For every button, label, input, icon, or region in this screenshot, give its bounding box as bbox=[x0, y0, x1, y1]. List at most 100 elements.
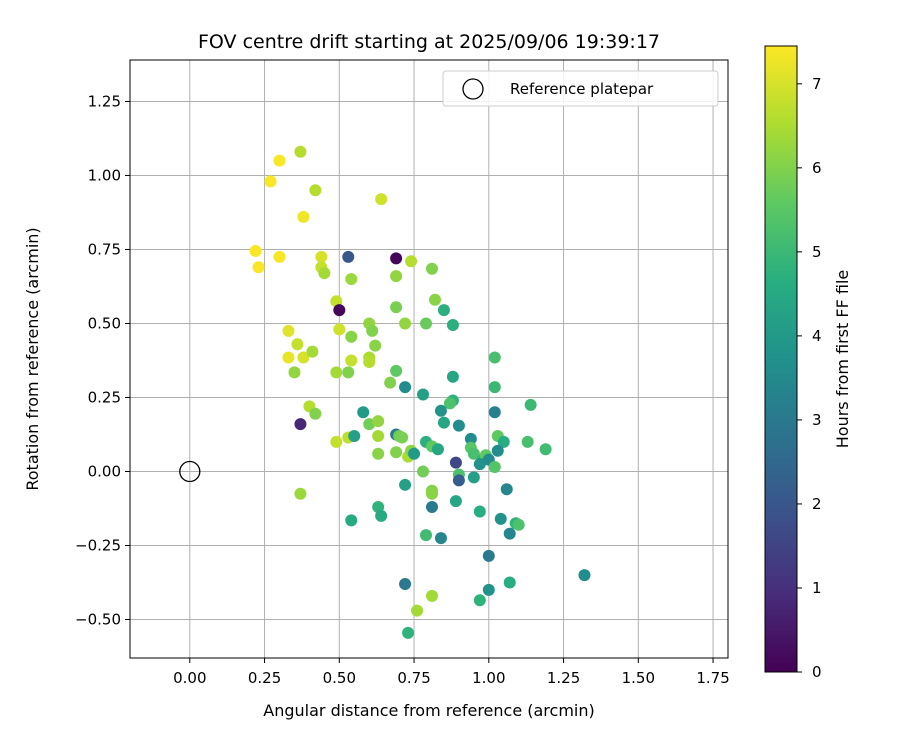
y-tick-label: 0.50 bbox=[88, 314, 121, 332]
colorbar-tick-label: 0 bbox=[812, 663, 822, 681]
data-point bbox=[503, 576, 516, 589]
data-point bbox=[488, 381, 501, 394]
x-tick-label: 1.25 bbox=[547, 669, 580, 687]
y-tick-label: 0.25 bbox=[88, 388, 121, 406]
data-point bbox=[417, 465, 430, 478]
legend-box bbox=[442, 70, 719, 107]
data-point bbox=[420, 529, 433, 542]
data-point bbox=[473, 505, 486, 518]
data-point bbox=[369, 339, 382, 352]
plot-background bbox=[130, 60, 728, 658]
colorbar-tick-label: 4 bbox=[812, 327, 822, 345]
data-point bbox=[425, 262, 438, 275]
data-point bbox=[524, 398, 537, 411]
data-point bbox=[482, 583, 495, 596]
data-point bbox=[345, 330, 358, 343]
data-point bbox=[473, 594, 486, 607]
data-point bbox=[521, 435, 534, 448]
data-point bbox=[294, 145, 307, 158]
data-point bbox=[399, 381, 412, 394]
data-point bbox=[443, 397, 456, 410]
legend: Reference platepar bbox=[442, 70, 719, 107]
colorbar-tick-label: 2 bbox=[812, 495, 822, 513]
plot-area: 0.00 0.25 0.50 0.75 1.00 1.25 1.50 1.75 −0.50−0… bbox=[75, 59, 730, 687]
data-point bbox=[449, 456, 462, 469]
legend-marker bbox=[462, 78, 484, 100]
x-tick-label: 0.75 bbox=[397, 669, 430, 687]
x-tick-label: 0.25 bbox=[248, 669, 281, 687]
data-point bbox=[390, 301, 403, 314]
data-point bbox=[488, 351, 501, 364]
colorbar-ticks: 0 1 2 3 4 5 6 7 bbox=[797, 75, 822, 681]
y-tick-label: −0.50 bbox=[75, 611, 121, 629]
y-tick-label: 0.75 bbox=[88, 240, 121, 258]
data-point bbox=[464, 432, 477, 445]
data-point bbox=[390, 364, 403, 377]
x-tick-label: 0.50 bbox=[323, 669, 356, 687]
data-point bbox=[345, 354, 358, 367]
data-point bbox=[425, 589, 438, 602]
data-point bbox=[390, 252, 403, 265]
data-point bbox=[446, 318, 459, 331]
colorbar-tick-label: 1 bbox=[812, 579, 822, 597]
data-point bbox=[425, 487, 438, 500]
data-point bbox=[330, 435, 343, 448]
data-point bbox=[252, 261, 265, 274]
data-point bbox=[482, 549, 495, 562]
colorbar: 0 1 2 3 4 5 6 7 Hours from first FF file bbox=[764, 45, 852, 681]
data-point bbox=[297, 351, 310, 364]
data-point bbox=[449, 495, 462, 508]
data-point bbox=[294, 418, 307, 431]
data-point bbox=[408, 447, 421, 460]
data-point bbox=[384, 376, 397, 389]
data-point bbox=[318, 267, 331, 280]
data-point bbox=[405, 255, 418, 268]
x-axis-ticks: 0.00 0.25 0.50 0.75 1.00 1.25 1.50 1.75 bbox=[173, 658, 730, 687]
data-point bbox=[437, 416, 450, 429]
data-point bbox=[512, 518, 525, 531]
data-point bbox=[452, 474, 465, 487]
data-point bbox=[473, 458, 486, 471]
data-point bbox=[425, 501, 438, 514]
data-point bbox=[437, 304, 450, 317]
y-tick-label: 1.00 bbox=[88, 166, 121, 184]
chart-title: FOV centre drift starting at 2025/09/06 … bbox=[198, 31, 660, 53]
data-point bbox=[366, 324, 379, 337]
data-point bbox=[434, 404, 447, 417]
data-point bbox=[282, 351, 295, 364]
data-point bbox=[428, 293, 441, 306]
colorbar-gradient bbox=[764, 45, 798, 673]
data-point bbox=[372, 415, 385, 428]
data-point bbox=[434, 532, 447, 545]
data-point bbox=[399, 478, 412, 491]
colorbar-tick-label: 3 bbox=[812, 411, 822, 429]
data-point bbox=[539, 443, 552, 456]
y-tick-label: 1.25 bbox=[88, 92, 121, 110]
plot-frame bbox=[129, 59, 729, 659]
data-point bbox=[372, 429, 385, 442]
data-point bbox=[309, 407, 322, 420]
data-point bbox=[375, 509, 388, 522]
data-point bbox=[494, 512, 507, 525]
data-point bbox=[399, 317, 412, 330]
data-point bbox=[273, 154, 286, 167]
data-point bbox=[264, 175, 277, 188]
data-point bbox=[333, 304, 346, 317]
data-point bbox=[357, 406, 370, 419]
data-point bbox=[333, 323, 346, 336]
data-point bbox=[309, 184, 322, 197]
data-point bbox=[503, 527, 516, 540]
data-point bbox=[420, 317, 433, 330]
data-point bbox=[488, 461, 501, 474]
data-point bbox=[399, 577, 412, 590]
x-tick-label: 1.50 bbox=[622, 669, 655, 687]
data-point bbox=[417, 388, 430, 401]
data-point bbox=[488, 406, 501, 419]
data-point bbox=[288, 366, 301, 379]
data-point bbox=[348, 429, 361, 442]
data-point bbox=[330, 366, 343, 379]
data-point bbox=[467, 471, 480, 484]
y-tick-label: −0.25 bbox=[75, 537, 121, 555]
data-point bbox=[497, 435, 510, 448]
